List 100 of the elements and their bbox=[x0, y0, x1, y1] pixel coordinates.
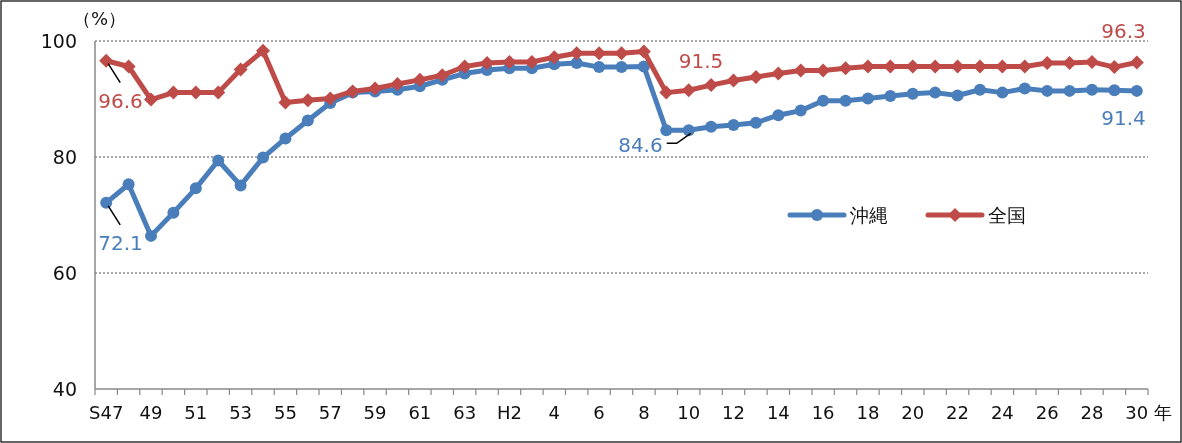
point bbox=[301, 114, 314, 127]
point bbox=[1018, 82, 1031, 95]
point bbox=[860, 59, 875, 74]
point bbox=[660, 124, 673, 137]
data-label: 96.6 bbox=[98, 88, 143, 113]
x-tick-label: 28 bbox=[1080, 402, 1104, 423]
point bbox=[323, 91, 338, 106]
point bbox=[794, 104, 807, 117]
x-tick-label: 22 bbox=[946, 402, 970, 423]
point bbox=[122, 178, 135, 191]
point bbox=[502, 54, 517, 69]
data-label: 72.1 bbox=[98, 230, 143, 255]
data-label: 91.5 bbox=[678, 49, 724, 74]
x-tick-label: 12 bbox=[722, 402, 745, 423]
x-tick-label: 18 bbox=[856, 402, 880, 423]
point bbox=[726, 73, 741, 88]
x-tick-label: S47 bbox=[89, 402, 124, 423]
x-axis-title: 年 bbox=[1154, 402, 1172, 423]
point bbox=[749, 116, 762, 129]
point bbox=[839, 94, 852, 107]
point bbox=[817, 94, 830, 107]
x-tick-label: 26 bbox=[1035, 402, 1059, 423]
point bbox=[906, 87, 919, 100]
x-tick-label: 63 bbox=[453, 402, 477, 423]
point bbox=[569, 46, 584, 61]
point bbox=[234, 179, 247, 192]
x-tick-label: 16 bbox=[811, 402, 835, 423]
point bbox=[929, 86, 942, 99]
x-tick-label: H2 bbox=[496, 402, 522, 423]
point bbox=[212, 154, 225, 167]
point bbox=[861, 92, 874, 105]
data-label: 91.4 bbox=[1101, 105, 1146, 130]
point bbox=[1062, 56, 1077, 71]
point bbox=[816, 63, 831, 78]
x-tick-label: 20 bbox=[901, 402, 925, 423]
point bbox=[1108, 84, 1121, 97]
point bbox=[412, 72, 427, 87]
point bbox=[614, 46, 629, 61]
y-tick-label: 80 bbox=[52, 146, 77, 168]
point bbox=[121, 59, 136, 74]
point bbox=[99, 53, 114, 68]
point bbox=[279, 132, 292, 145]
point bbox=[838, 61, 853, 76]
point bbox=[1130, 84, 1143, 97]
point bbox=[636, 44, 651, 59]
point bbox=[704, 78, 719, 93]
point bbox=[681, 83, 696, 98]
y-tick-label: 100 bbox=[40, 30, 77, 52]
point bbox=[435, 68, 450, 83]
x-tick-label: 55 bbox=[273, 402, 297, 423]
point bbox=[257, 151, 270, 164]
point bbox=[368, 81, 383, 96]
point bbox=[167, 206, 180, 219]
point bbox=[727, 119, 740, 132]
point bbox=[145, 229, 158, 242]
y-tick-label: 40 bbox=[52, 378, 77, 400]
y-axis-title: （%） bbox=[73, 8, 127, 29]
point bbox=[771, 66, 786, 81]
x-tick-label: 30 bbox=[1125, 402, 1149, 423]
point bbox=[570, 57, 583, 70]
point bbox=[973, 83, 986, 96]
legend-label: 全国 bbox=[988, 204, 1026, 226]
point bbox=[1129, 55, 1144, 70]
y-tick-label: 60 bbox=[52, 262, 77, 284]
point bbox=[659, 85, 674, 100]
point bbox=[593, 61, 606, 74]
point bbox=[884, 90, 897, 103]
point bbox=[100, 196, 113, 209]
point bbox=[189, 182, 202, 195]
point bbox=[748, 69, 763, 84]
data-label: 84.6 bbox=[618, 133, 663, 158]
point bbox=[233, 62, 248, 77]
x-tick-label: 8 bbox=[638, 402, 650, 423]
data-label: 96.3 bbox=[1101, 19, 1146, 44]
point bbox=[705, 120, 718, 133]
legend-label: 沖縄 bbox=[850, 204, 888, 226]
point bbox=[772, 109, 785, 122]
point bbox=[1107, 60, 1122, 75]
x-tick-label: 53 bbox=[229, 402, 253, 423]
point bbox=[951, 89, 964, 102]
point bbox=[256, 43, 271, 58]
point bbox=[637, 60, 650, 73]
point bbox=[996, 86, 1009, 99]
point bbox=[1041, 84, 1054, 97]
point bbox=[300, 93, 315, 108]
x-tick-label: 14 bbox=[766, 402, 790, 423]
x-tick-label: 24 bbox=[990, 402, 1014, 423]
point bbox=[144, 92, 159, 107]
x-tick-label: 6 bbox=[593, 402, 605, 423]
x-tick-label: 51 bbox=[184, 402, 208, 423]
point bbox=[682, 124, 695, 137]
x-tick-label: 10 bbox=[677, 402, 701, 423]
x-tick-label: 61 bbox=[408, 402, 432, 423]
point bbox=[278, 95, 293, 110]
point bbox=[457, 59, 472, 74]
x-tick-label: 59 bbox=[363, 402, 387, 423]
point bbox=[547, 50, 562, 65]
point bbox=[390, 76, 405, 91]
point bbox=[1063, 84, 1076, 97]
x-tick-label: 4 bbox=[548, 402, 561, 423]
